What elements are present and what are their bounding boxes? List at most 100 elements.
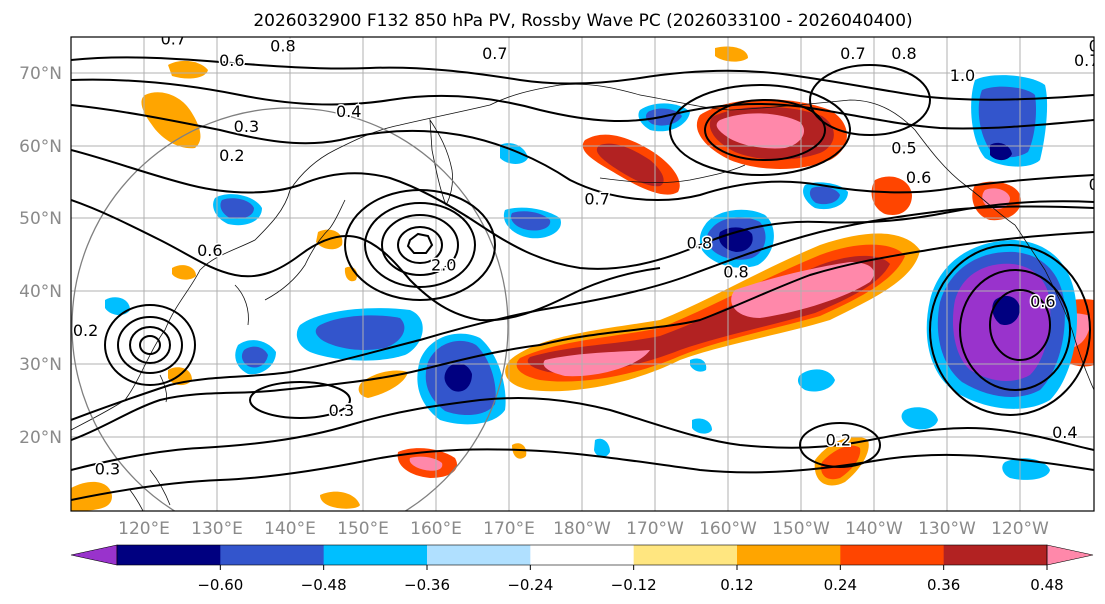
longitude-labels: 120°E 130°E 140°E 150°E 160°E 170°E 180°…	[118, 519, 1049, 539]
colorbar-tick-label: −0.36	[404, 576, 450, 594]
contour-label: 0.6	[906, 168, 931, 187]
pv-contour	[799, 422, 881, 468]
anomaly-pos-small-3	[172, 265, 196, 280]
anomaly-neg-dls-core	[444, 363, 472, 392]
anomaly-neg-okhotsk-mid	[220, 198, 254, 219]
colorbar: −0.60 −0.48 −0.36 −0.24 −0.12 0.12 0.24 0.36 0.4…	[70, 544, 1094, 594]
lon-label: 160°E	[410, 519, 462, 539]
anomaly-neg-subtropic-5	[105, 297, 130, 316]
colorbar-tick-label: −0.60	[197, 576, 243, 594]
anomaly-neg-california-navy	[992, 295, 1020, 326]
contour-label: 0.8	[891, 44, 916, 63]
gridlines	[71, 37, 1094, 511]
pv-contour	[71, 205, 1094, 421]
coast-aleutians	[599, 164, 746, 184]
anomaly-neg-kuril-mid	[510, 211, 551, 231]
pv-contours	[71, 56, 1094, 501]
pv-contour	[397, 226, 443, 264]
contour-labels: 0.70.60.80.30.20.40.70.70.81.00.80.70.50…	[71, 29, 1105, 480]
pv-contour	[71, 149, 1094, 270]
colorbar-extend-high	[1046, 544, 1094, 566]
anomaly-pos-small-4	[168, 367, 192, 386]
lon-label: 130°W	[918, 519, 976, 539]
anomaly-neg-china-mid	[241, 346, 268, 368]
anomaly-neg-subtropic-3	[692, 418, 712, 434]
lon-label: 120°W	[991, 519, 1049, 539]
anomaly-neg-japan-east-mid	[315, 315, 405, 351]
map-title: 2026032900 F132 850 hPa PV, Rossby Wave …	[253, 11, 912, 31]
pv-contour	[344, 189, 496, 301]
pv-contour	[71, 231, 1094, 441]
anomaly-pos-south-japan	[320, 491, 360, 509]
map-panel: 0.70.60.80.30.20.40.70.70.81.00.80.70.50…	[71, 29, 1105, 511]
pv-contour	[989, 289, 1051, 361]
pv-contour	[71, 104, 1094, 201]
anomaly-neg-alaska-mid	[978, 86, 1037, 158]
contour-label: 0.6	[1089, 175, 1105, 194]
contour-label: 0.8	[1089, 37, 1105, 56]
reference-circle	[71, 107, 509, 511]
coast-north-america-west	[1014, 224, 1094, 391]
lon-label: 120°E	[118, 519, 170, 539]
lat-label: 30°N	[19, 355, 62, 375]
pv-contour	[929, 244, 1091, 416]
contour-label: 0.3	[95, 460, 120, 479]
pv-contour	[117, 316, 183, 374]
latitude-labels: 70°N 60°N 50°N 40°N 30°N 20°N	[19, 64, 62, 448]
coast-kamchatka	[429, 118, 453, 206]
contour-label: 0.4	[336, 102, 361, 121]
contour-label: 0.7	[482, 44, 507, 63]
pv-contour	[71, 199, 661, 322]
pv-contour	[71, 397, 1094, 471]
lat-label: 20°N	[19, 428, 62, 448]
lon-label: 170°W	[626, 519, 684, 539]
colorbar-segment	[220, 545, 325, 565]
colorbar-tick-label: 0.24	[824, 576, 857, 594]
pv-contour	[669, 84, 851, 176]
pv-contour	[139, 335, 161, 355]
contour-label: 0.6	[1030, 292, 1055, 311]
anomaly-pos-band-pink-2	[731, 262, 874, 318]
contour-label: 0.3	[234, 117, 259, 136]
anomaly-neg-gulf-small-mid	[809, 186, 840, 205]
pv-contour	[959, 269, 1071, 391]
anomaly-pos-aleutian-pink	[716, 113, 805, 149]
lon-label: 130°E	[191, 519, 243, 539]
colorbar-segment	[323, 545, 428, 565]
anomaly-neg-east-pacific-sub	[1002, 458, 1050, 480]
contour-label: 0.7	[1074, 51, 1099, 70]
anomaly-pos-small-8	[168, 60, 208, 79]
lon-label: 140°E	[264, 519, 316, 539]
contour-label: 0.6	[219, 51, 244, 70]
contour-label: 0.6	[197, 241, 222, 260]
pv-contour	[104, 304, 196, 386]
colorbar-segment	[840, 545, 945, 565]
pv-contour	[71, 448, 1094, 501]
pv-contour	[249, 381, 351, 419]
colorbar-tick-label: −0.24	[507, 576, 553, 594]
coast-taiwan	[159, 374, 168, 403]
colorbar-segment	[427, 545, 531, 565]
anomaly-pos-hawaii-red	[821, 445, 861, 480]
lat-label: 60°N	[19, 137, 62, 157]
coast-asia-mainland	[71, 83, 641, 431]
contour-label: 0.5	[891, 139, 916, 158]
lat-label: 50°N	[19, 209, 62, 229]
colorbar-segment	[943, 545, 1048, 565]
anomaly-neg-subtropic-6	[690, 358, 707, 372]
contour-label: 0.7	[161, 29, 186, 48]
contour-label: 0.2	[826, 430, 851, 449]
lon-label: 150°E	[337, 519, 389, 539]
colorbar-tick-label: 0.36	[927, 576, 960, 594]
anomaly-neg-subtropic-2	[797, 369, 835, 392]
anomaly-neg-subtropic-1	[901, 407, 938, 430]
colorbar-extend-low	[70, 544, 118, 566]
colorbar-tick-label: −0.12	[611, 576, 657, 594]
pv-contour	[704, 99, 826, 161]
colorbar-tick-label: 0.12	[720, 576, 753, 594]
contour-label: 0.2	[219, 146, 244, 165]
contour-label: 0.8	[687, 234, 712, 253]
anomaly-pos-small-6	[715, 46, 748, 62]
contour-label: 0.7	[840, 44, 865, 63]
